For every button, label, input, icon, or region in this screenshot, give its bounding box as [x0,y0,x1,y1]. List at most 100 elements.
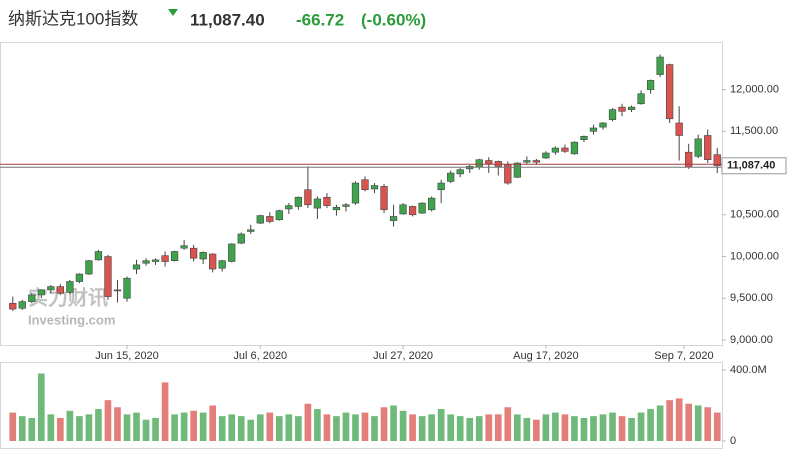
candle-body [475,159,483,168]
volume-bar [475,416,483,441]
volume-bar [494,414,502,441]
volume-bar [295,416,302,441]
candle-body [561,147,569,152]
candle-body [523,160,531,163]
volume-bar [161,382,169,441]
candle-body [275,210,283,221]
y-tick-label: 12,000.00 [730,83,779,95]
candle-body [675,122,683,136]
candle-body [18,301,26,309]
last-price-box [721,157,787,175]
volume-bar [314,409,321,441]
candle-body [704,135,712,160]
volume-bar [466,417,474,441]
candle-body [637,93,645,105]
volume-bar [428,414,435,441]
volume-bar [647,409,654,441]
volume-bar [28,417,36,441]
volume-bar [9,412,17,441]
candle-body [161,255,169,262]
candle-body [256,215,264,224]
volume-bar [590,416,597,441]
volume-bar [675,398,683,441]
candle-body [513,162,521,178]
candle-body [361,179,369,191]
candle-body [247,229,255,232]
volume-bar [485,414,493,441]
volume-bar [685,403,693,441]
candle-body [342,204,350,207]
candle-body [170,251,179,261]
volume-bar [76,416,83,441]
change-percent: (-0.60%) [361,10,426,29]
volume-bar [409,414,416,441]
candle-body [485,160,493,165]
x-tick-label: Jun 15, 2020 [95,350,159,362]
candle-body [37,289,45,296]
candle-body [56,286,64,294]
volume-bar [656,405,664,441]
candle-body [209,253,217,270]
volume-bar [571,416,578,441]
volume-bar [580,417,588,441]
volume-bar [37,373,45,441]
candle-body [237,233,245,244]
candle-body [447,172,455,182]
candle-body [75,273,84,282]
y-tick-label: 10,500.00 [730,209,779,221]
volume-bar [618,416,626,441]
change: -66.72 [296,10,344,29]
volume-bar [333,416,340,441]
candle-body [199,252,207,260]
volume-bar [104,400,112,441]
candle-body [389,216,398,221]
volume-bar [18,416,26,441]
candle-body [123,277,131,299]
candle-body [304,189,312,206]
candle-body [418,202,426,214]
candle-body [694,138,702,157]
volume-bar [152,417,159,441]
last-price: 11,087.40 [190,10,265,29]
last-price-label: 11,087.40 [727,160,775,172]
plot-frame [0,42,723,346]
volume-bar [342,412,350,441]
volume-bar [256,414,264,441]
candle-body [618,106,626,112]
volume-bar [171,414,178,441]
volume-bar [323,414,331,441]
candle-body [656,56,664,75]
y-tick-label: 9,000.00 [730,334,773,346]
volume-bar [247,419,255,441]
candle-body [151,259,160,262]
volume-bar [713,412,721,441]
volume-tick-label: 400.0M [730,364,767,376]
candle-body [532,160,540,163]
volume-bar [704,407,712,441]
volume-bar [180,412,188,441]
candle-body [666,64,674,120]
candle-body [313,198,322,209]
candle-body [132,264,141,270]
down-icon [168,9,178,16]
y-tick-label: 10,000.00 [730,250,779,262]
volume-bar [352,414,359,441]
volume-bar [361,412,369,441]
volume-bar [694,405,702,441]
volume-bar [504,407,512,441]
x-tick-label: Jul 6, 2020 [233,350,287,362]
volume-bar [599,414,607,441]
candle-body [9,302,17,310]
candle-body [428,197,436,211]
volume-bar [523,417,531,441]
candle-body [104,256,112,297]
candle-body [408,206,417,216]
candle-body [266,216,274,222]
volume-bar [666,400,673,441]
volume-bar [123,414,131,441]
volume-bar [209,405,217,441]
candle-body [370,185,379,190]
candle-body [180,245,188,249]
candle-body [190,247,198,259]
